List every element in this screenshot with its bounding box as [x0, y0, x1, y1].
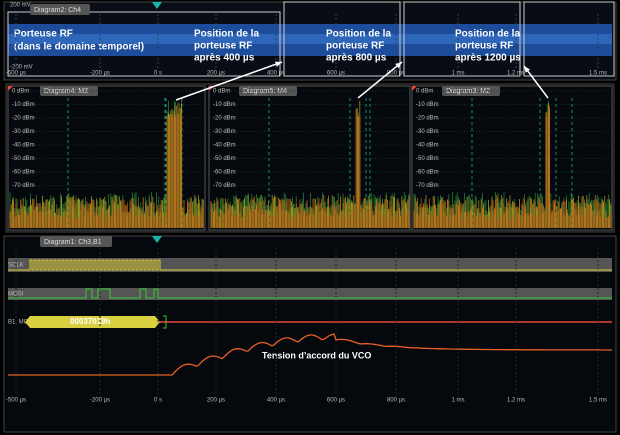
annotation: porteuse RF: [194, 41, 252, 52]
annotation: Position de la: [194, 29, 259, 40]
x-label: 1 ms: [451, 71, 464, 77]
y-label: 0 dBm: [12, 89, 29, 95]
annotation: porteuse RF: [455, 41, 513, 52]
annotation: Position de la: [455, 29, 520, 40]
y-label: -20 dBm: [12, 116, 35, 122]
tab: [40, 236, 112, 247]
x-label: 0 s: [154, 398, 162, 404]
mosi-trace: [8, 288, 612, 299]
arrow-head: [275, 61, 282, 67]
x-label: 1.2 ms: [507, 398, 525, 404]
x-label: 800 µs: [387, 71, 405, 77]
tab: [30, 4, 90, 15]
frame: [7, 11, 281, 77]
sclk-trace: [8, 259, 612, 271]
ref-marker: [412, 86, 417, 91]
x-label: -500 µs: [6, 71, 26, 77]
annotation: après 800 µs: [326, 53, 387, 64]
frame: [523, 1, 615, 77]
panel-title: Diagram5: M4: [243, 88, 287, 95]
sclk-track: [8, 258, 612, 272]
y-label: -30 dBm: [416, 129, 439, 135]
annotation: après 400 µs: [194, 53, 255, 64]
y-label: -20 dBm: [416, 116, 439, 122]
annotation: porteuse RF: [326, 41, 384, 52]
arrow-head: [395, 62, 402, 69]
annotation: (dans le domaine temporel): [14, 42, 144, 53]
x-label: 800 µs: [387, 398, 405, 404]
y-label: -60 dBm: [213, 170, 236, 176]
y-label: -40 dBm: [12, 143, 35, 149]
x-label: 1.2 ms: [507, 71, 525, 77]
vco-trace: [8, 333, 612, 376]
panel-title: Diagram3: M2: [446, 88, 490, 95]
bus-value-box: [25, 316, 160, 328]
y-label: -10 dBm: [416, 102, 439, 108]
frame: [283, 1, 401, 77]
y-label: -50 dBm: [416, 156, 439, 162]
x-label: 1 ms: [451, 398, 464, 404]
y-label: -70 dBm: [213, 183, 236, 189]
ref-marker: [8, 86, 13, 91]
y-label: 0 dBm: [213, 89, 230, 95]
trigger-marker: [152, 236, 162, 243]
carrier-band-core: [8, 34, 612, 44]
x-label: 400 µs: [267, 71, 285, 77]
y-label: -30 dBm: [12, 129, 35, 135]
y-label: -10 dBm: [12, 102, 35, 108]
mosi-track: [8, 288, 612, 300]
annotation: Tension d’accord du VCO: [262, 350, 371, 360]
arrow: [523, 65, 549, 99]
bus-end: [163, 315, 167, 329]
annotation: après 1200 µs: [455, 53, 521, 64]
x-label: 1.5 ms: [589, 398, 607, 404]
channel-label: MOSI: [8, 292, 24, 298]
y-label: 0 dBm: [416, 89, 433, 95]
x-label: 200 µs: [207, 71, 225, 77]
x-label: -200 µs: [90, 71, 110, 77]
y-label: -30 dBm: [213, 129, 236, 135]
y-label: -40 dBm: [213, 143, 236, 149]
x-label: 400 µs: [267, 398, 285, 404]
y-label: -50 dBm: [12, 156, 35, 162]
frame: [403, 1, 521, 77]
arrow: [357, 61, 403, 99]
y-label: -20 dBm: [213, 116, 236, 122]
panel-title: Diagram2: Ch4: [34, 7, 81, 14]
y-label: -10 dBm: [213, 102, 236, 108]
y-label: -50 dBm: [213, 156, 236, 162]
x-label: 600 µs: [327, 398, 345, 404]
bus-value: 00037019h: [70, 317, 111, 326]
arrow: [175, 61, 283, 101]
annotation: Porteuse RF: [14, 29, 73, 40]
trigger-marker: [152, 2, 162, 9]
spectrum-trace: [9, 103, 204, 228]
y-label: -60 dBm: [416, 170, 439, 176]
x-label: 200 µs: [207, 398, 225, 404]
y-label: -40 dBm: [416, 143, 439, 149]
annotation: Position de la: [326, 29, 391, 40]
x-label: 0 s: [154, 71, 162, 77]
y-label: 200 mV: [10, 3, 31, 9]
x-label: -200 µs: [90, 398, 110, 404]
spectrum-trace: [413, 105, 612, 228]
channel-label: B1: MOSI: [8, 320, 34, 326]
y-label: -200 mV: [10, 65, 33, 71]
panel-title: Diagram1: Ch3,B1: [44, 239, 102, 246]
spectrum-trace: [210, 108, 410, 228]
y-label: -70 dBm: [12, 183, 35, 189]
x-label: 600 µs: [327, 71, 345, 77]
x-label: 1.5 ms: [589, 71, 607, 77]
y-label: -70 dBm: [416, 183, 439, 189]
arrow-head: [524, 66, 531, 73]
x-label: -500 µs: [6, 398, 26, 404]
y-label: -60 dBm: [12, 170, 35, 176]
